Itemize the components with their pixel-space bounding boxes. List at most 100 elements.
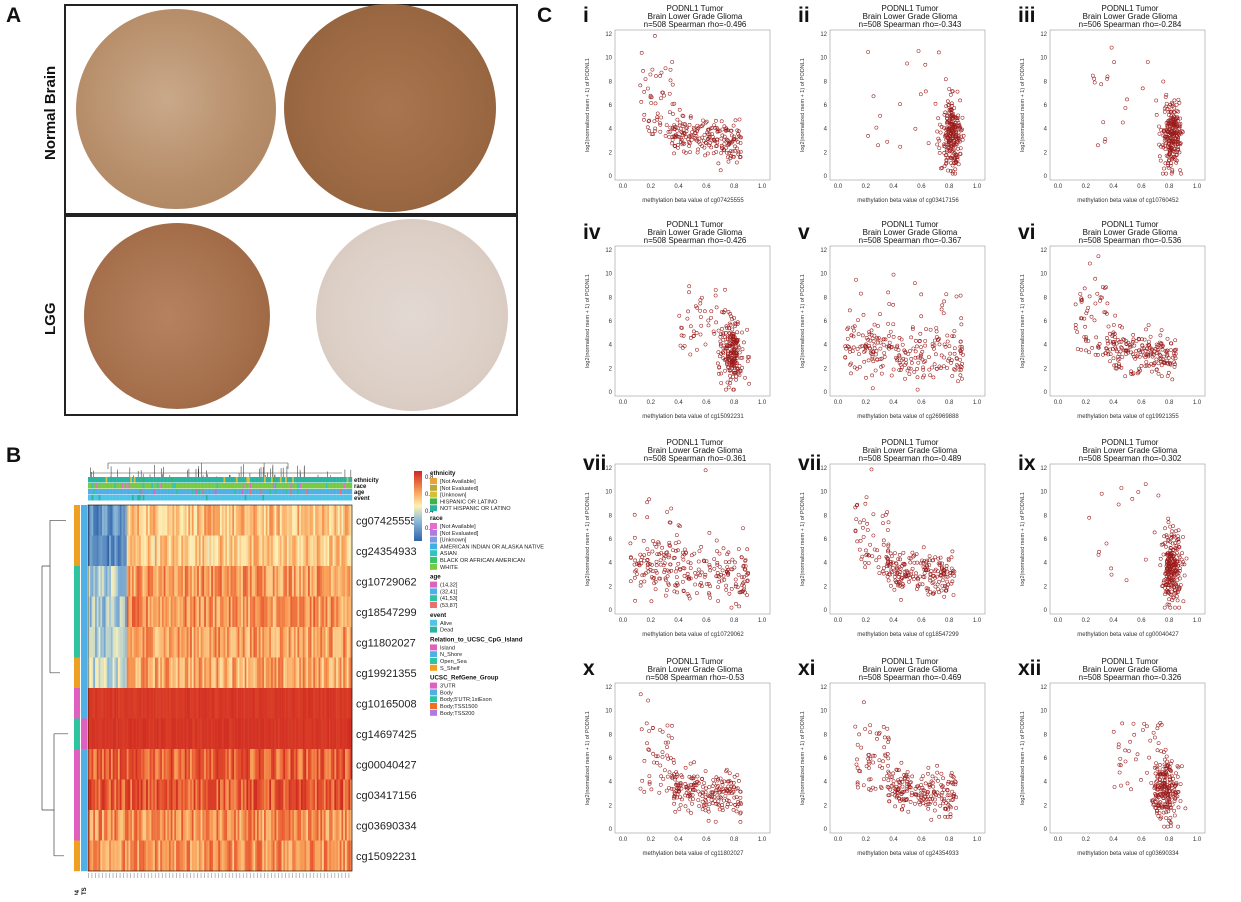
data-point (1099, 491, 1104, 496)
heatmap-cell (96, 535, 99, 567)
scatter-title-gene: PODNL1 Tumor (667, 4, 724, 13)
heatmap-cell (158, 749, 161, 780)
annotation-cell (276, 495, 279, 501)
data-point (950, 334, 955, 338)
heatmap-cell (93, 810, 96, 841)
heatmap-cell (133, 596, 136, 628)
data-point (662, 570, 666, 574)
data-point (1155, 367, 1159, 372)
x-tick-label: 1.0 (973, 618, 982, 624)
data-point (1178, 168, 1182, 172)
data-point (704, 559, 709, 564)
data-point (1079, 316, 1084, 321)
heatmap-cell (107, 657, 110, 689)
heatmap-cell (133, 627, 136, 658)
annotation-cell (237, 483, 240, 489)
annotation-cell (248, 477, 251, 483)
annotation-cell (267, 489, 270, 495)
data-point (696, 140, 701, 144)
heatmap-cell (177, 840, 180, 872)
heatmap-cell (221, 596, 224, 628)
data-point (668, 562, 673, 567)
data-point (708, 141, 712, 145)
data-point (731, 374, 735, 379)
heatmap-cell (244, 535, 247, 567)
data-point (673, 541, 678, 545)
data-point (663, 134, 668, 138)
annotation-cell (320, 483, 323, 489)
data-point (1166, 165, 1171, 170)
data-point (736, 152, 741, 156)
heatmap-cell (214, 505, 217, 536)
column-tick (193, 873, 195, 878)
data-point (708, 595, 712, 600)
heatmap-cell (140, 627, 143, 658)
heatmap-cell (93, 596, 96, 628)
data-point (1156, 361, 1161, 366)
heatmap-cell (260, 535, 263, 567)
legend-item-label: ASIAN (440, 551, 457, 557)
heatmap-cell (316, 810, 319, 841)
heatmap-cell (211, 779, 214, 811)
heatmap-cell (308, 566, 311, 597)
heatmap-cell (299, 596, 302, 628)
annotation-cell (193, 489, 196, 495)
heatmap-cell (339, 505, 342, 536)
heatmap-cell (188, 810, 191, 841)
heatmap-cell (306, 840, 309, 872)
data-point (1082, 316, 1087, 321)
annotation-cell (89, 483, 92, 489)
data-point (660, 545, 664, 550)
heatmap-cell (128, 718, 131, 750)
heatmap-cell (181, 657, 184, 689)
heatmap-cell (278, 535, 281, 567)
heatmap-cell (235, 749, 238, 780)
data-point (734, 360, 738, 365)
column-tick (334, 873, 336, 878)
annotation-cell (241, 477, 244, 483)
heatmap-cell (116, 566, 119, 597)
data-point (650, 562, 654, 567)
heatmap-cell (267, 596, 270, 628)
data-point (958, 357, 962, 362)
heatmap-cell (211, 505, 214, 536)
heatmap-cell (308, 505, 311, 536)
legend-swatch (430, 505, 437, 512)
x-tick-label: 0.6 (1137, 618, 1146, 624)
heatmap-cell (237, 596, 240, 628)
x-tick-label: 0.4 (889, 400, 898, 406)
annotation-cell (209, 489, 212, 495)
heatmap-cell (276, 718, 279, 750)
heatmap-cell (348, 810, 351, 841)
heatmap-cell (332, 596, 335, 628)
annotation-cell (295, 477, 298, 483)
data-point (881, 538, 886, 543)
data-point (1169, 116, 1174, 120)
annotation-cell (93, 489, 96, 495)
data-point (1176, 147, 1181, 152)
scatter-title-cancer: Brain Lower Grade Glioma (1083, 228, 1178, 237)
heatmap-cell (209, 627, 212, 658)
annotation-cell (177, 489, 180, 495)
annotation-cell (230, 483, 233, 489)
y-axis-label: log2(normalized rsem + 1) of PODNL1 (585, 274, 591, 368)
legend-swatch (430, 664, 437, 671)
heatmap-cell (110, 566, 113, 597)
data-point (727, 368, 732, 372)
data-point (653, 126, 658, 131)
annotation-cell (172, 477, 175, 483)
data-point (670, 102, 675, 106)
heatmap-cell (135, 566, 138, 597)
heatmap-cell (146, 718, 149, 750)
data-point (860, 333, 865, 338)
y-tick-label: 10 (1040, 56, 1047, 62)
heatmap-cell (174, 596, 177, 628)
data-point (910, 325, 915, 329)
heatmap-cell (102, 596, 105, 628)
heatmap-cell (195, 779, 198, 811)
heatmap-cell (239, 840, 242, 872)
heatmap-cell (325, 505, 328, 536)
heatmap-cell (216, 596, 219, 628)
data-point (1171, 131, 1176, 135)
y-axis-label: log2(normalized rsem + 1) of PODNL1 (800, 492, 806, 586)
